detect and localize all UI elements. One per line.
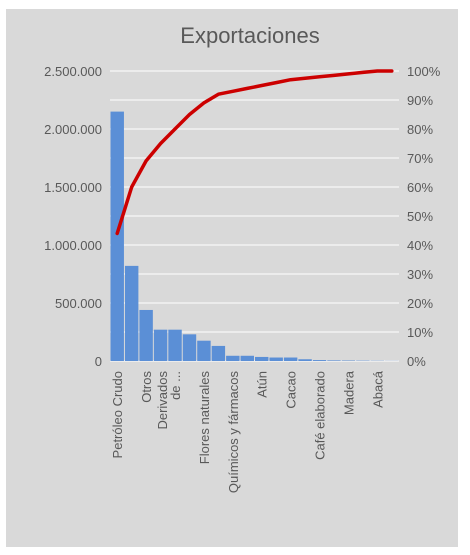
bar-6 <box>197 340 211 361</box>
right-tick-label-4: 40% <box>407 238 433 253</box>
right-tick-label-6: 60% <box>407 180 433 195</box>
bar-12 <box>283 357 298 361</box>
x-tick-label-12: Cacao <box>284 371 299 409</box>
bar-10 <box>255 356 269 361</box>
right-tick-label-5: 50% <box>407 209 433 224</box>
right-tick-label-0: 0% <box>407 354 426 369</box>
right-axis-tick-labels: 0% 10% 20% 30% 40% 50% 60% 70% 80% 90% 100% <box>407 64 441 369</box>
right-tick-label-7: 70% <box>407 151 433 166</box>
bar-series <box>110 111 399 361</box>
left-tick-label-1: 500.000 <box>55 296 102 311</box>
left-tick-label-2: 1.000.000 <box>44 238 102 253</box>
bar-7 <box>211 345 226 361</box>
bar-5 <box>182 334 197 361</box>
x-tick-label-4-line2: Derivados <box>155 371 170 430</box>
bar-15 <box>327 360 341 361</box>
x-tick-label-6: Flores naturales <box>197 371 212 465</box>
pareto-chart: Exportaciones 0 500.000 1.000.000 1.500.000… <box>44 23 441 493</box>
right-tick-label-9: 90% <box>407 93 433 108</box>
cumulative-line <box>115 69 394 236</box>
right-tick-label-10: 100% <box>407 64 441 79</box>
right-tick-label-3: 30% <box>407 267 433 282</box>
x-tick-label-10: Atún <box>255 371 270 398</box>
bar-9 <box>240 355 254 361</box>
bar-13 <box>298 359 312 361</box>
left-tick-label-3: 1.500.000 <box>44 180 102 195</box>
bar-8 <box>226 355 240 361</box>
chart-title: Exportaciones <box>180 23 319 48</box>
cumulative-line-series <box>115 69 394 236</box>
bar-2 <box>139 309 153 361</box>
grid-lines <box>110 70 399 362</box>
right-tick-label-1: 10% <box>407 325 433 340</box>
x-tick-label-2: Otros <box>139 371 154 403</box>
x-tick-label-0: Petróleo Crudo <box>110 371 125 458</box>
x-axis-tick-labels: Petróleo Crudo Otros de ...Derivados Flores… <box>110 370 385 493</box>
bar-11 <box>269 357 283 361</box>
bar-3 <box>153 329 168 361</box>
bar-1 <box>124 265 139 361</box>
bar-0 <box>110 111 124 361</box>
x-tick-label-18: Abacá <box>370 370 385 408</box>
right-tick-label-8: 80% <box>407 122 433 137</box>
x-tick-label-4: de ... <box>168 371 183 400</box>
left-tick-label-5: 2.500.000 <box>44 64 102 79</box>
x-tick-label-16: Madera <box>341 370 356 415</box>
left-axis-tick-labels: 0 500.000 1.000.000 1.500.000 2.000.000 2.500… <box>44 64 102 369</box>
chart-area: Exportaciones 0 500.000 1.000.000 1.500.000… <box>6 9 458 547</box>
right-tick-label-2: 20% <box>407 296 433 311</box>
left-tick-label-0: 0 <box>95 354 102 369</box>
x-tick-label-8: Químicos y fármacos <box>226 371 241 494</box>
bar-4 <box>168 329 182 361</box>
x-tick-label-14: Café elaborado <box>313 371 328 460</box>
bar-14 <box>312 360 327 361</box>
left-tick-label-4: 2.000.000 <box>44 122 102 137</box>
